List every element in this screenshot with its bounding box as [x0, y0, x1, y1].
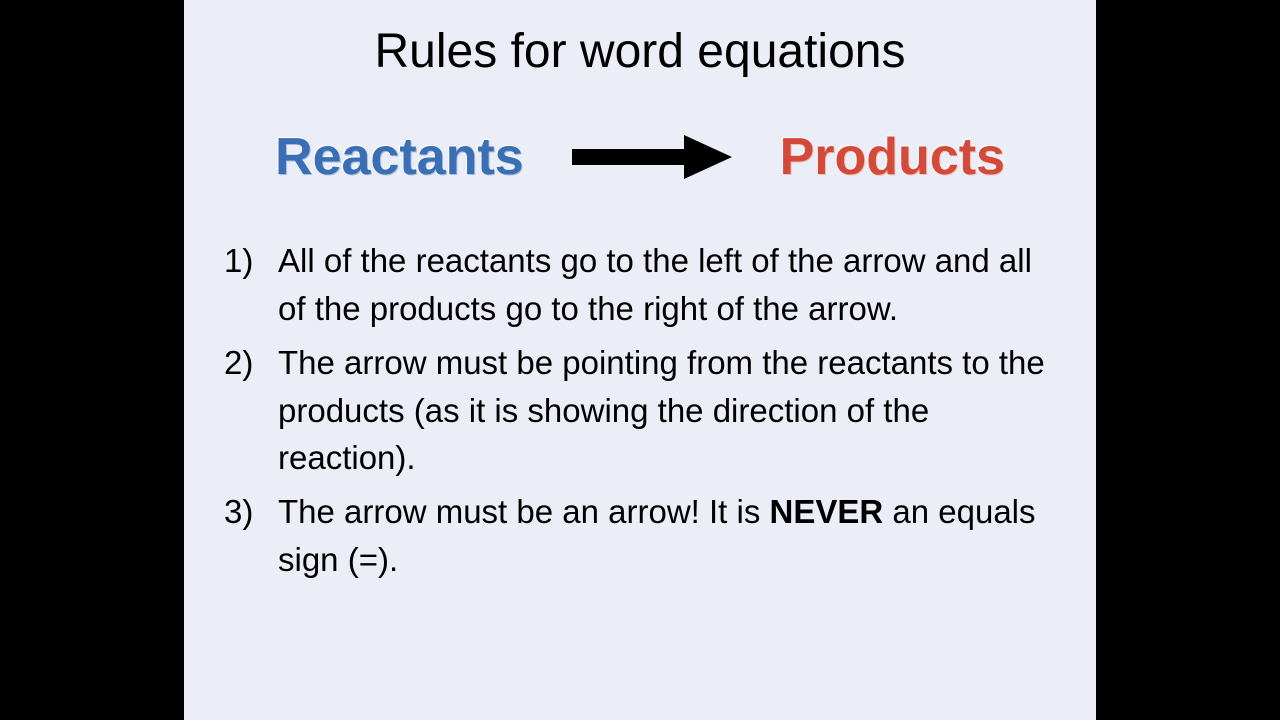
- slide-title: Rules for word equations: [220, 24, 1060, 79]
- rule-text: All of the reactants go to the left of t…: [278, 237, 1056, 333]
- products-label: Products: [780, 127, 1005, 187]
- rule-item: All of the reactants go to the left of t…: [224, 237, 1056, 333]
- rule-item: The arrow must be an arrow! It is NEVER …: [224, 488, 1056, 584]
- rule-text: The arrow must be an arrow! It is NEVER …: [278, 488, 1056, 584]
- reactants-label: Reactants: [275, 127, 524, 187]
- emphasis: NEVER: [770, 493, 884, 530]
- arrow-icon: [572, 133, 732, 181]
- rule-item: The arrow must be pointing from the reac…: [224, 339, 1056, 483]
- rule-text: The arrow must be pointing from the reac…: [278, 339, 1056, 483]
- rules-list: All of the reactants go to the left of t…: [220, 237, 1060, 590]
- equation-row: Reactants Products: [220, 127, 1060, 187]
- slide: Rules for word equations Reactants Produ…: [184, 0, 1096, 720]
